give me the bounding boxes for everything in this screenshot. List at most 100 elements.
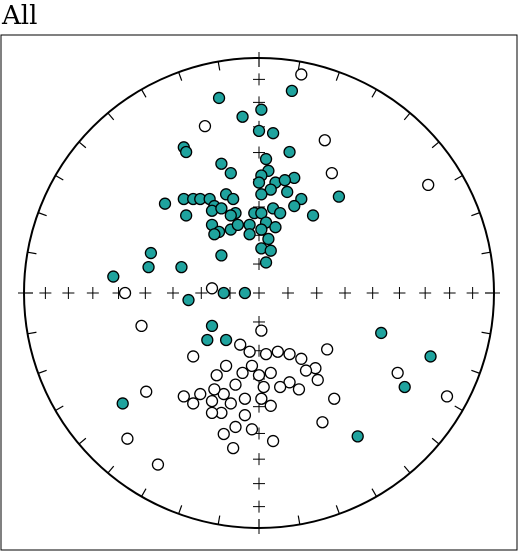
- rim-tick: [454, 405, 463, 412]
- point: [212, 91, 226, 105]
- point: [118, 286, 132, 300]
- point: [269, 221, 282, 234]
- point: [217, 286, 230, 300]
- point: [198, 120, 212, 133]
- point: [332, 190, 346, 203]
- rim-tick: [481, 331, 491, 335]
- rim-tick: [107, 112, 115, 121]
- point: [234, 338, 247, 351]
- point: [205, 406, 219, 420]
- frame: [0, 34, 518, 551]
- point: [175, 260, 188, 274]
- point: [215, 202, 228, 215]
- point: [224, 209, 237, 222]
- point: [398, 380, 411, 394]
- point: [325, 166, 339, 180]
- point: [255, 392, 268, 405]
- point: [278, 174, 292, 187]
- point: [259, 256, 273, 269]
- point: [236, 366, 249, 380]
- point: [295, 352, 308, 365]
- point: [424, 350, 437, 363]
- point: [224, 166, 237, 180]
- point: [219, 359, 233, 373]
- point: [262, 232, 275, 246]
- point: [264, 399, 277, 412]
- point: [140, 385, 153, 398]
- point: [215, 157, 228, 170]
- rim-tick: [403, 465, 411, 474]
- point: [226, 441, 240, 455]
- point: [375, 326, 388, 340]
- point: [151, 458, 165, 471]
- point: [264, 244, 277, 257]
- point: [135, 319, 148, 333]
- rim-tick: [297, 61, 301, 71]
- point: [142, 260, 155, 274]
- point: [243, 228, 256, 241]
- point: [252, 124, 266, 138]
- point: [299, 364, 313, 377]
- point: [252, 369, 266, 382]
- rim-tick: [140, 89, 147, 98]
- point: [205, 394, 219, 408]
- rim-tick: [371, 488, 378, 497]
- point: [273, 206, 287, 220]
- point: [288, 199, 301, 213]
- rim-tick: [371, 89, 378, 98]
- point: [177, 390, 190, 403]
- point: [217, 427, 230, 441]
- point: [187, 350, 200, 363]
- point: [229, 378, 242, 391]
- point: [144, 246, 158, 260]
- rim-tick: [471, 369, 481, 374]
- chart-title: All: [1, 1, 37, 31]
- rim-tick: [55, 174, 64, 181]
- point: [116, 397, 129, 410]
- rim-tick: [178, 505, 183, 515]
- point: [238, 409, 252, 422]
- point: [257, 380, 270, 394]
- point: [208, 228, 221, 241]
- rim-tick: [78, 141, 87, 149]
- point: [245, 423, 259, 436]
- point: [351, 430, 364, 443]
- point: [259, 347, 273, 361]
- point: [266, 434, 280, 448]
- point: [318, 134, 331, 147]
- point: [210, 369, 223, 382]
- point: [245, 359, 259, 373]
- point: [320, 343, 334, 356]
- rim-tick: [78, 437, 87, 445]
- point: [311, 373, 324, 387]
- point: [238, 392, 252, 405]
- point: [182, 293, 195, 307]
- point: [208, 383, 221, 396]
- point: [259, 152, 273, 166]
- point: [238, 286, 252, 300]
- point: [219, 333, 233, 347]
- point: [306, 209, 320, 222]
- point: [229, 420, 242, 434]
- rim-tick: [471, 212, 481, 217]
- point: [179, 145, 193, 159]
- rim-tick: [481, 251, 491, 255]
- point: [271, 345, 284, 358]
- point: [194, 387, 207, 401]
- point: [243, 345, 256, 358]
- rim-tick: [335, 71, 340, 81]
- point: [292, 383, 306, 396]
- point: [236, 110, 249, 123]
- point: [252, 176, 266, 189]
- point: [391, 366, 404, 380]
- rim-tick: [335, 505, 340, 515]
- rim-tick: [431, 141, 440, 149]
- rim-tick: [217, 515, 221, 525]
- rim-tick: [37, 212, 47, 217]
- point: [264, 366, 277, 380]
- point: [158, 197, 172, 210]
- rim-tick: [27, 331, 37, 335]
- rim-tick: [140, 488, 147, 497]
- point: [283, 145, 296, 159]
